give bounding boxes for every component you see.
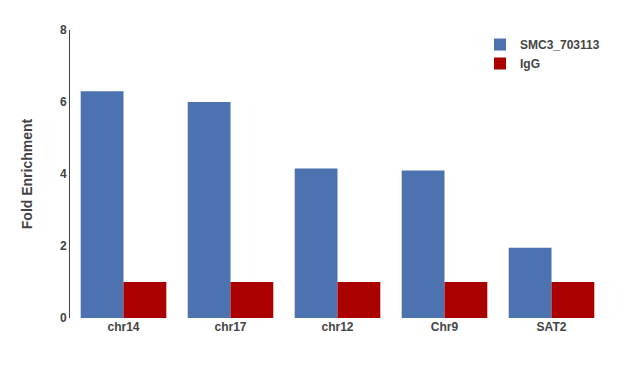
- svg-text:2: 2: [60, 239, 67, 253]
- svg-text:Fold Enrichment: Fold Enrichment: [19, 118, 35, 229]
- svg-text:0: 0: [60, 311, 67, 325]
- svg-text:Chr9: Chr9: [431, 320, 459, 334]
- svg-text:8: 8: [60, 23, 67, 37]
- svg-text:chr12: chr12: [321, 320, 353, 334]
- svg-text:chr17: chr17: [214, 320, 246, 334]
- svg-text:6: 6: [60, 95, 67, 109]
- svg-text:SAT2: SAT2: [537, 320, 567, 334]
- svg-text:4: 4: [60, 167, 67, 181]
- svg-text:chr14: chr14: [107, 320, 139, 334]
- svg-text:IgG: IgG: [520, 57, 540, 71]
- svg-text:SMC3_703113: SMC3_703113: [520, 38, 600, 52]
